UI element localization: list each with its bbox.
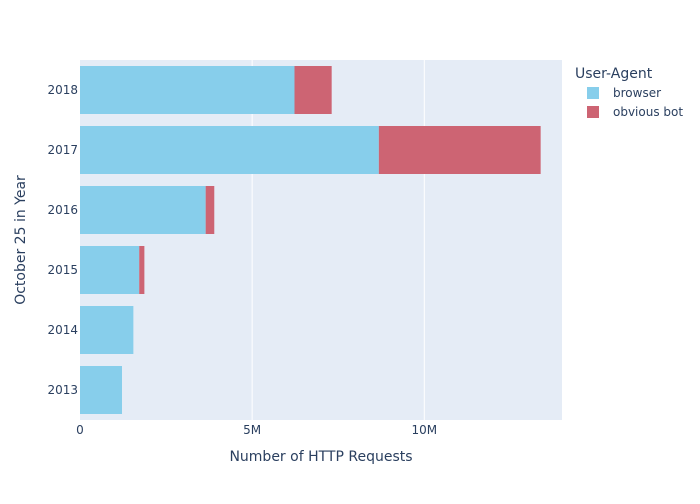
plot-area — [80, 60, 562, 420]
y-tick-label-2013: 2013 — [47, 383, 78, 397]
grid-lines — [251, 60, 425, 420]
y-tick-label-2017: 2017 — [47, 143, 78, 157]
y-tick-label-2018: 2018 — [47, 83, 78, 97]
legend: User-Agent browser obvious bot — [575, 66, 683, 119]
bar-obvious-bot-2016 — [205, 186, 215, 234]
x-axis-title: Number of HTTP Requests — [229, 449, 412, 465]
bar-obvious-bot-2018 — [294, 66, 332, 114]
x-tick-label-10M: 10M — [411, 423, 437, 437]
bar-browser-2017 — [80, 126, 379, 174]
bar-browser-2015 — [80, 246, 140, 294]
y-tick-label-2015: 2015 — [47, 263, 78, 277]
legend-swatch-obvious-bot — [587, 106, 599, 118]
y-tick-labels: 2013 2014 2015 2016 2017 2018 — [47, 83, 78, 397]
bar-browser-2014 — [80, 306, 134, 354]
legend-swatch-browser — [587, 87, 599, 99]
bar-browser-2018 — [80, 66, 295, 114]
legend-items: browser obvious bot — [587, 86, 683, 119]
bars — [80, 66, 541, 414]
legend-label-browser: browser — [613, 86, 661, 100]
y-tick-label-2016: 2016 — [47, 203, 78, 217]
bar-obvious-bot-2017 — [378, 126, 541, 174]
x-tick-label-5M: 5M — [243, 423, 261, 437]
legend-title: User-Agent — [575, 66, 653, 82]
x-tick-labels: 0 5M 10M — [76, 423, 437, 437]
bar-obvious-bot-2015 — [139, 246, 145, 294]
bar-browser-2013 — [80, 366, 123, 414]
bar-browser-2016 — [80, 186, 206, 234]
y-tick-label-2014: 2014 — [47, 323, 78, 337]
x-tick-label-0: 0 — [76, 423, 84, 437]
y-axis-title: October 25 in Year — [13, 175, 29, 305]
legend-label-obvious-bot: obvious bot — [613, 105, 683, 119]
